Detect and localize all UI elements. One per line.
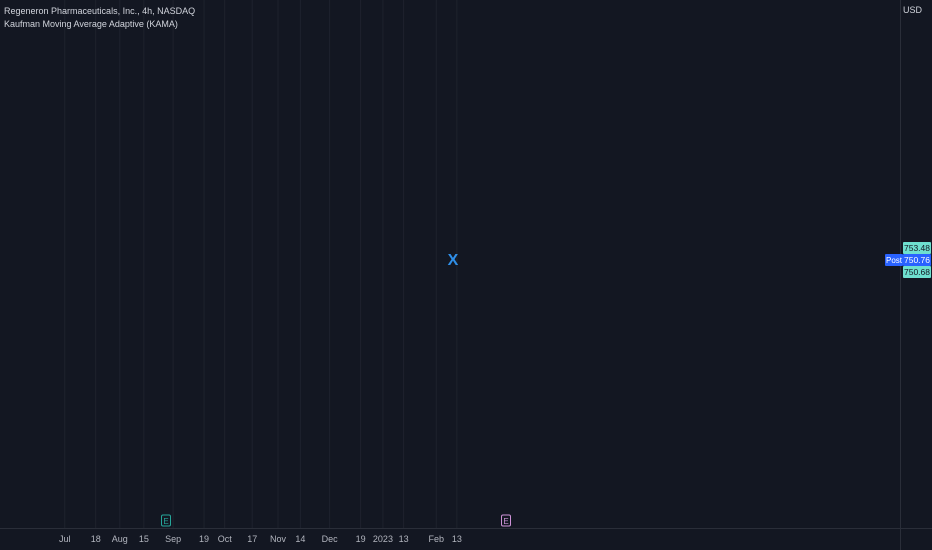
time-tick-label: Sep — [165, 534, 181, 544]
time-tick-label: Nov — [270, 534, 287, 544]
x-annotation-marker: X — [448, 252, 459, 269]
time-tick-label: Feb — [429, 534, 445, 544]
time-tick-label: Aug — [112, 534, 128, 544]
time-tick-label: 19 — [356, 534, 366, 544]
time-tick-label: 15 — [139, 534, 149, 544]
time-tick-label: 17 — [247, 534, 257, 544]
time-tick-label: 19 — [199, 534, 209, 544]
grid — [64, 0, 458, 528]
time-tick-label: Dec — [322, 534, 339, 544]
symbol-title: Regeneron Pharmaceuticals, Inc., 4h, NAS… — [4, 6, 196, 16]
post-badge — [885, 254, 903, 266]
time-tick-label: 13 — [399, 534, 409, 544]
price-label-box — [903, 266, 931, 278]
post-badge-label: Post — [886, 256, 903, 265]
time-tick-label: 13 — [452, 534, 462, 544]
time-tick-label: 18 — [91, 534, 101, 544]
price-label-box — [903, 242, 931, 254]
price-label-text: 753.48 — [904, 243, 930, 253]
event-marker-box — [161, 514, 171, 527]
event-marker-box — [501, 514, 511, 527]
indicator-title: Kaufman Moving Average Adaptive (KAMA) — [4, 19, 178, 29]
time-tick-label: Jul — [59, 534, 71, 544]
time-tick-label: 2023 — [373, 534, 393, 544]
event-marker-label: E — [503, 517, 508, 526]
event-marker-label: E — [163, 517, 168, 526]
time-tick-label: Oct — [218, 534, 233, 544]
price-label-box — [903, 254, 931, 266]
currency-label: USD — [902, 5, 922, 15]
price-label-text: 750.68 — [904, 267, 930, 277]
time-tick-label: 14 — [295, 534, 305, 544]
price-label-text: 750.76 — [904, 255, 930, 265]
